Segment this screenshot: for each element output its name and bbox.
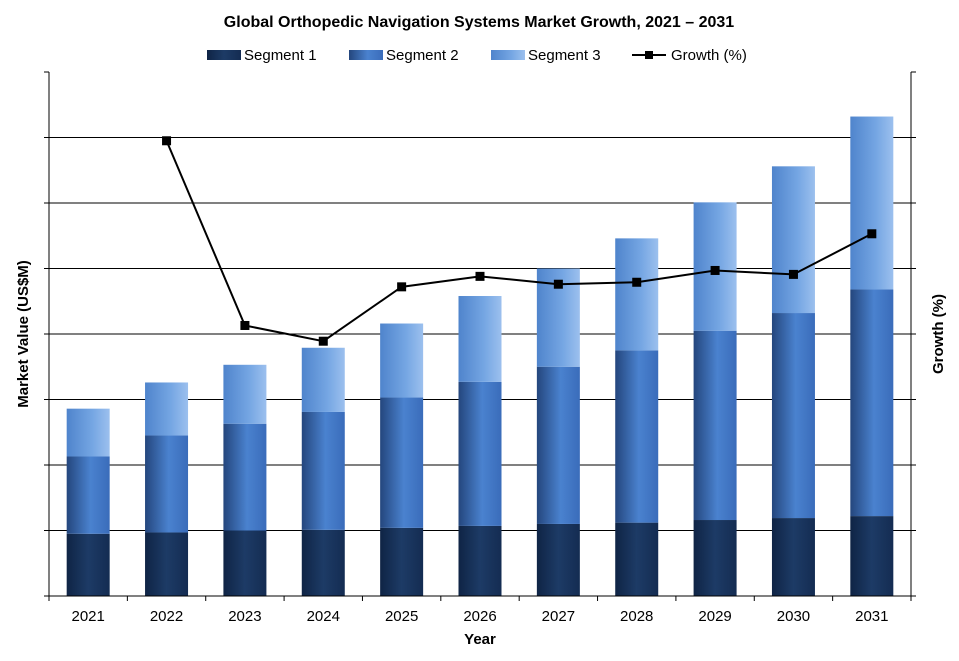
x-tick-label-2025: 2025 (385, 608, 418, 625)
bar-segment-2-2026 (458, 381, 502, 526)
y-axis-label: Market Value (US$M) (15, 260, 32, 408)
x-axis-label: Year (464, 631, 496, 648)
legend: Segment 1 Segment 2 Segment 3 Growth (%) (207, 47, 747, 64)
bar-segment-2-2029 (693, 330, 737, 521)
bar-segment-2-2031 (850, 289, 894, 517)
legend-label-segment-1: Segment 1 (244, 47, 317, 64)
bar-segment-3-2024 (301, 347, 345, 412)
bar-segment-2-2025 (380, 397, 424, 528)
bar-segment-1-2026 (458, 525, 502, 596)
bar-series (66, 116, 894, 596)
x-tick-label-2023: 2023 (228, 608, 261, 625)
bar-segment-1-2025 (380, 527, 424, 596)
bar-segment-3-2031 (850, 116, 894, 290)
bar-segment-3-2026 (458, 296, 502, 382)
bar-segment-1-2023 (223, 530, 267, 596)
growth-marker-2023 (240, 320, 250, 330)
x-tick-labels: 2021 2022 2023 2024 2025 2026 2027 2028 2029 2030… (71, 608, 888, 625)
growth-marker-2028 (632, 277, 642, 287)
bar-segment-2-2027 (536, 366, 580, 524)
legend-swatch-segment-1 (207, 50, 241, 60)
bar-segment-1-2031 (850, 516, 894, 596)
bar-segment-3-2021 (66, 408, 110, 457)
x-tick-label-2031: 2031 (855, 608, 888, 625)
bar-segment-1-2030 (771, 518, 815, 596)
growth-line (165, 140, 873, 343)
x-tick-label-2030: 2030 (777, 608, 810, 625)
x-tick-label-2029: 2029 (698, 608, 731, 625)
bar-segment-1-2022 (145, 532, 189, 596)
bar-segment-1-2027 (536, 523, 580, 596)
axes (44, 71, 916, 601)
growth-marker-2024 (318, 336, 328, 346)
growth-marker-2027 (553, 279, 563, 289)
x-tick-label-2022: 2022 (150, 608, 183, 625)
growth-line-series (162, 136, 877, 346)
chart-title: Global Orthopedic Navigation Systems Mar… (224, 14, 734, 31)
legend-swatch-segment-2 (349, 50, 383, 60)
bar-segment-3-2022 (145, 382, 189, 436)
y2-axis-label: Growth (%) (930, 294, 947, 374)
growth-marker-2031 (867, 229, 877, 239)
bar-segment-3-2030 (771, 166, 815, 314)
x-tick-label-2024: 2024 (307, 608, 340, 625)
x-tick-label-2026: 2026 (463, 608, 496, 625)
bar-segment-2-2023 (223, 423, 267, 531)
bar-segment-1-2029 (693, 520, 737, 596)
bar-segment-2-2022 (145, 435, 189, 533)
legend-label-growth: Growth (%) (671, 47, 747, 64)
growth-marker-2029 (710, 265, 720, 275)
legend-swatch-growth-marker (645, 51, 653, 59)
legend-label-segment-2: Segment 2 (386, 47, 459, 64)
legend-label-segment-3: Segment 3 (528, 47, 601, 64)
growth-marker-2030 (788, 269, 798, 279)
x-tick-label-2028: 2028 (620, 608, 653, 625)
bar-segment-1-2021 (66, 533, 110, 596)
bar-segment-2-2030 (771, 313, 815, 519)
x-tick-label-2027: 2027 (542, 608, 575, 625)
bar-segment-3-2025 (380, 323, 424, 398)
bar-segment-3-2023 (223, 364, 267, 424)
bar-segment-3-2028 (615, 238, 659, 351)
bar-segment-1-2028 (615, 522, 659, 596)
bar-segment-1-2024 (301, 529, 345, 596)
growth-marker-2026 (475, 271, 485, 281)
x-tick-label-2021: 2021 (71, 608, 104, 625)
growth-marker-2025 (397, 282, 407, 292)
growth-marker-2022 (162, 136, 172, 146)
bar-segment-2-2024 (301, 411, 345, 530)
bar-segment-2-2028 (615, 350, 659, 523)
bar-segment-2-2021 (66, 456, 110, 534)
legend-swatch-segment-3 (491, 50, 525, 60)
